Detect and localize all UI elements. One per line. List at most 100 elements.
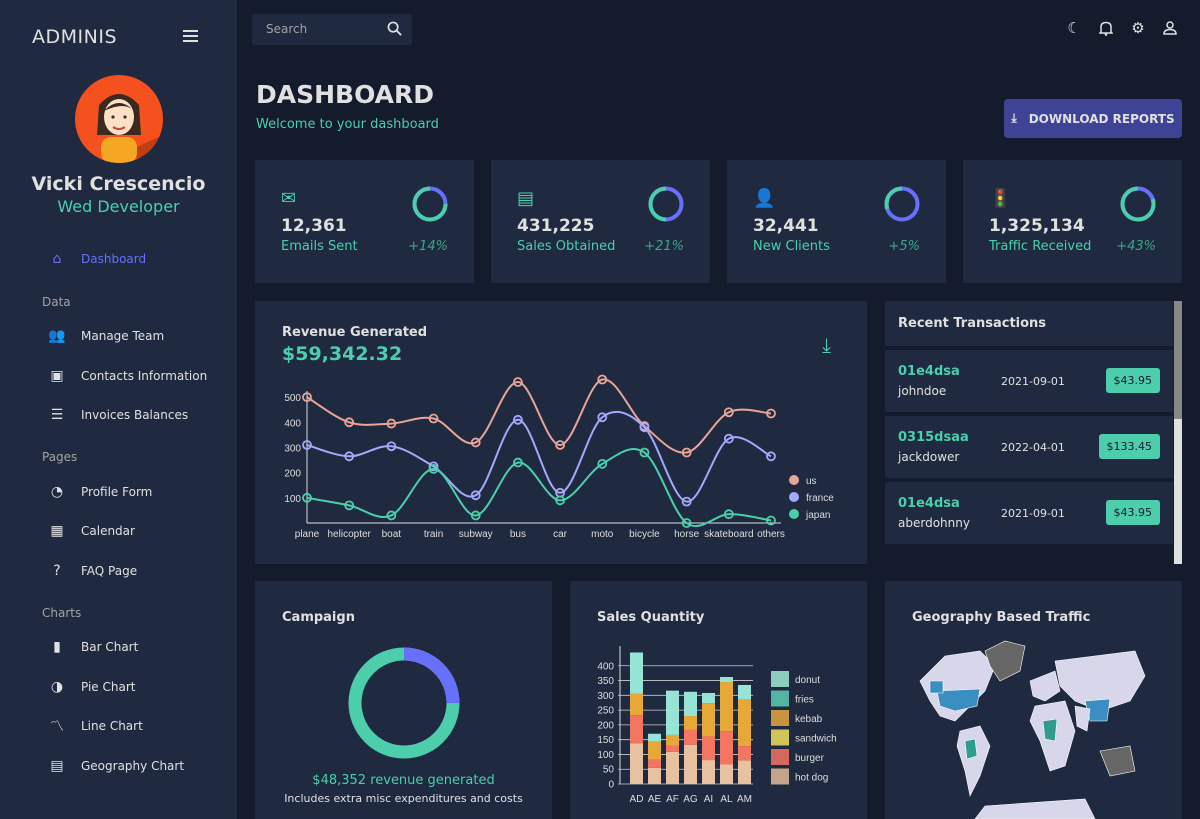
data-point-us[interactable]	[723, 407, 734, 418]
transaction-row[interactable]: 0315dsaa jackdower 2022-04-01 $133.45	[885, 416, 1173, 478]
data-point-france[interactable]	[597, 412, 608, 423]
sidebar-item-profile-form[interactable]: ◔ Profile Form	[48, 483, 152, 501]
data-point-france[interactable]	[386, 441, 397, 452]
scrollbar[interactable]	[1174, 301, 1182, 564]
bar-donut[interactable]	[684, 691, 697, 717]
data-point-france[interactable]	[470, 490, 481, 501]
data-point-japan[interactable]	[428, 463, 439, 474]
bar-kebab[interactable]	[720, 682, 733, 732]
stat-progress-ring	[884, 186, 920, 222]
sidebar-item-calendar[interactable]: ▦ Calendar	[48, 522, 135, 540]
bar-burger[interactable]	[702, 736, 715, 761]
data-point-france[interactable]	[639, 422, 650, 433]
bar-donut[interactable]	[630, 652, 643, 694]
data-point-japan[interactable]	[766, 515, 776, 526]
y-tick-label: 50	[603, 765, 615, 776]
sidebar-item-dashboard[interactable]: ⌂ Dashboard	[48, 250, 147, 268]
bar-hot-dog[interactable]	[738, 760, 751, 784]
bar-hot-dog[interactable]	[666, 751, 679, 784]
data-point-japan[interactable]	[681, 518, 692, 528]
x-tick-label: others	[757, 529, 785, 540]
sidebar-item-manage-team[interactable]: 👥 Manage Team	[48, 327, 164, 345]
search-icon[interactable]	[387, 21, 402, 39]
sidebar-item-pie-chart[interactable]: ◑ Pie Chart	[48, 678, 136, 696]
stat-label: Emails Sent	[281, 239, 358, 254]
bar-burger[interactable]	[630, 715, 643, 744]
data-point-france[interactable]	[513, 414, 523, 425]
y-tick-label: 300	[597, 691, 614, 702]
data-point-us[interactable]	[386, 418, 397, 429]
data-point-japan[interactable]	[639, 447, 650, 458]
data-point-japan[interactable]	[470, 510, 481, 521]
data-point-us[interactable]	[470, 437, 481, 448]
bar-burger[interactable]	[684, 729, 697, 745]
bar-hot-dog[interactable]	[702, 760, 715, 784]
stat-change: +21%	[644, 239, 684, 254]
bar-donut[interactable]	[648, 733, 661, 742]
search-input[interactable]: Search	[252, 14, 412, 45]
transaction-row[interactable]: 01e4dsa johndoe 2021-09-01 $43.95	[885, 350, 1173, 412]
legend-swatch	[771, 729, 789, 746]
data-point-us[interactable]	[428, 413, 439, 424]
bar-burger[interactable]	[738, 746, 751, 761]
data-point-japan[interactable]	[597, 458, 608, 469]
data-point-france[interactable]	[766, 451, 776, 462]
data-point-france[interactable]	[723, 433, 734, 444]
menu-toggle-icon[interactable]	[183, 30, 198, 42]
bar-burger[interactable]	[720, 731, 733, 765]
data-point-france[interactable]	[681, 496, 692, 507]
world-map[interactable]	[885, 581, 1182, 819]
bar-kebab[interactable]	[648, 741, 661, 760]
data-point-japan[interactable]	[513, 457, 523, 468]
bar-kebab[interactable]	[738, 699, 751, 747]
data-point-japan[interactable]	[344, 500, 355, 511]
data-point-japan[interactable]	[386, 510, 397, 521]
campaign-title: Campaign	[282, 610, 355, 625]
bar-donut[interactable]	[738, 684, 751, 700]
download-reports-button[interactable]: ⤓ DOWNLOAD REPORTS	[1004, 99, 1182, 138]
sidebar-item-faq-page[interactable]: ? FAQ Page	[48, 562, 137, 580]
sidebar-item-label: Manage Team	[81, 329, 165, 343]
sidebar-item-bar-chart[interactable]: ▮ Bar Chart	[48, 638, 138, 656]
sidebar-item-geography-chart[interactable]: ▤ Geography Chart	[48, 757, 184, 775]
data-point-france[interactable]	[302, 440, 312, 450]
y-tick-label: 500	[284, 393, 301, 404]
data-point-us[interactable]	[555, 440, 565, 450]
legend-label: hot dog	[795, 773, 828, 784]
sidebar-item-invoices-balances[interactable]: ☰ Invoices Balances	[48, 406, 188, 424]
bar-kebab[interactable]	[702, 703, 715, 737]
person-icon[interactable]	[1162, 20, 1178, 36]
bar-burger[interactable]	[648, 759, 661, 768]
bar-hot-dog[interactable]	[684, 744, 697, 784]
sidebar-item-contacts-information[interactable]: ▣ Contacts Information	[48, 367, 207, 385]
bar-kebab[interactable]	[684, 716, 697, 730]
bar-hot-dog[interactable]	[630, 743, 643, 784]
bar-hot-dog[interactable]	[648, 767, 661, 784]
data-point-us[interactable]	[513, 377, 523, 387]
data-point-us[interactable]	[597, 374, 608, 385]
data-point-us[interactable]	[344, 417, 355, 428]
notifications-icon[interactable]	[1098, 20, 1114, 36]
sidebar-item-label: Invoices Balances	[81, 408, 189, 422]
data-point-japan[interactable]	[723, 509, 734, 520]
data-point-us[interactable]	[302, 392, 312, 403]
dark-mode-icon[interactable]: ☾	[1067, 19, 1081, 37]
settings-icon[interactable]: ⚙	[1131, 19, 1145, 37]
bar-kebab[interactable]	[666, 734, 679, 746]
stat-progress-ring	[412, 186, 448, 222]
bar-hot-dog[interactable]	[720, 764, 733, 784]
download-icon[interactable]: ⤓	[822, 333, 831, 357]
sidebar-item-line-chart[interactable]: 〽 Line Chart	[48, 717, 143, 735]
bar-burger[interactable]	[666, 745, 679, 752]
data-point-japan[interactable]	[302, 492, 312, 503]
data-point-us[interactable]	[766, 408, 776, 419]
bar-donut[interactable]	[702, 692, 715, 704]
bar-kebab[interactable]	[630, 693, 643, 716]
data-point-japan[interactable]	[555, 495, 565, 506]
contacts-icon: ▣	[50, 368, 64, 384]
bar-donut[interactable]	[666, 690, 679, 735]
data-point-france[interactable]	[344, 451, 355, 462]
bar-donut[interactable]	[720, 677, 733, 683]
data-point-us[interactable]	[681, 447, 692, 458]
transaction-row[interactable]: 01e4dsa aberdohnny 2021-09-01 $43.95	[885, 482, 1173, 544]
